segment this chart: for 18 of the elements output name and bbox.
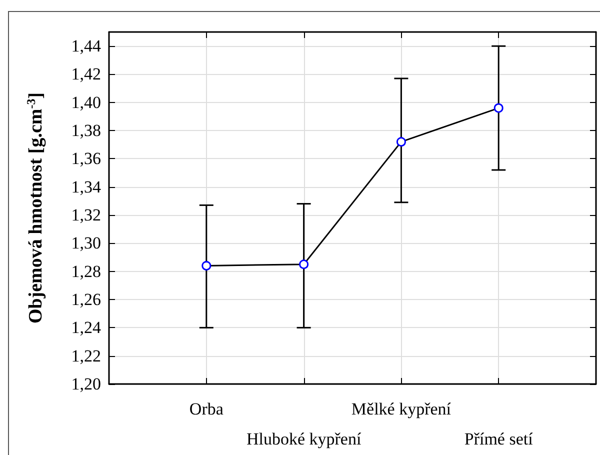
y-tick-label: 1,26	[71, 290, 101, 310]
x-tick-label: Hluboké kypření	[246, 430, 362, 448]
x-tick-label: Přímé setí	[464, 430, 534, 448]
y-tick-label: 1,36	[71, 149, 101, 168]
y-axis-title: Objemová hmotnost [g.cm-3]	[24, 92, 46, 324]
y-tick-label: 1,40	[71, 92, 101, 112]
y-tick-label: 1,20	[71, 374, 101, 394]
x-tick-label: Mělké kypření	[351, 400, 452, 418]
y-tick-label: 1,30	[71, 234, 101, 253]
y-tick-label: 1,34	[71, 177, 102, 196]
y-tick-label: 1,44	[71, 36, 102, 56]
y-tick-label: 1,28	[71, 262, 101, 281]
y-tick-label: 1,42	[71, 64, 101, 84]
x-tick-label: Orba	[189, 400, 224, 418]
y-tick-label: 1,22	[71, 346, 101, 366]
y-tick-label: 1,32	[71, 206, 101, 225]
y-tick-label: 1,38	[71, 121, 101, 140]
y-tick-label: 1,24	[71, 318, 102, 338]
